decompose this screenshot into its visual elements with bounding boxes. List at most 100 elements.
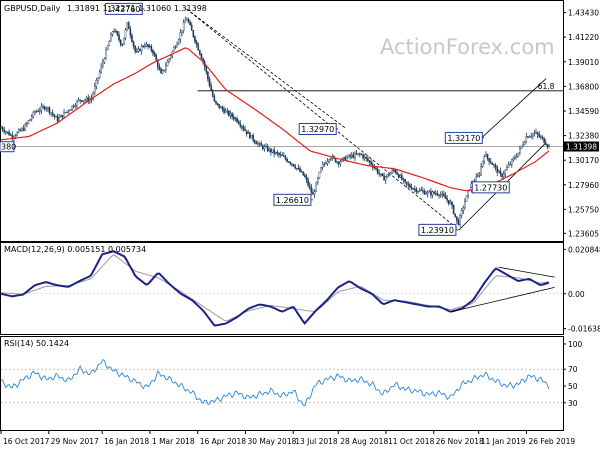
candle-body [494, 165, 497, 168]
candle-body [486, 154, 489, 159]
candle-body [224, 110, 227, 113]
candle-body [132, 41, 135, 47]
candle-body [119, 39, 122, 45]
candle-body [186, 19, 188, 21]
candle-body [118, 34, 120, 41]
price-title: GBPUSD,Daily 1.31891 1.32271 1.31060 1.3… [4, 4, 207, 13]
candle-body [263, 146, 266, 149]
candle-body [535, 132, 537, 134]
price-y-tick-label: 1.30170 [568, 156, 599, 165]
candle-body [241, 125, 243, 128]
macd-trendline [498, 266, 555, 278]
candle-body [165, 65, 167, 71]
candle-body [97, 77, 99, 81]
candle-body [307, 179, 309, 186]
candle-body [504, 169, 507, 175]
candle-body [47, 107, 49, 109]
candle-body [48, 107, 51, 114]
candle-body [510, 159, 513, 165]
candle-body [228, 110, 230, 116]
candle-body [102, 62, 104, 67]
candle-body [105, 49, 107, 60]
candle-body [95, 80, 98, 87]
candle-body [375, 167, 377, 170]
candle-body [531, 133, 534, 137]
candle-body [245, 130, 248, 135]
candle-body [192, 30, 195, 37]
candle-body [317, 177, 319, 183]
candle-body [352, 154, 355, 158]
candle-body [321, 164, 324, 168]
candle-body [342, 157, 345, 159]
candle-body [501, 173, 503, 178]
candle-body [236, 118, 238, 122]
candle-body [147, 44, 149, 47]
candle-body [106, 45, 109, 50]
candle-body [242, 126, 245, 130]
candle-body [415, 188, 418, 193]
price-y-tick-label: 1.34590 [568, 107, 599, 116]
candle-body [161, 70, 164, 74]
candle-body [483, 156, 486, 162]
candle-body [145, 44, 148, 47]
price-y-tick-label: 1.36800 [568, 82, 599, 91]
candle-body [300, 171, 303, 173]
candle-body [153, 52, 156, 56]
candle-body [244, 128, 246, 131]
candle-body [273, 149, 275, 154]
candle-body [431, 191, 434, 196]
channel-line [481, 78, 547, 139]
price-annotation-label: 1.43760 [107, 5, 140, 14]
candle-body [199, 49, 201, 55]
candle-body [528, 136, 531, 138]
watermark: ActionForex.com [380, 35, 555, 59]
candle-body [525, 136, 528, 143]
candle-body [40, 106, 43, 111]
candle-body [515, 156, 518, 158]
candle-body [391, 170, 393, 174]
candle-body [373, 166, 376, 169]
candle-body [426, 191, 429, 194]
candle-body [329, 158, 332, 160]
macd-signal-line [0, 254, 549, 322]
rsi-y-tick-label: 70 [568, 365, 578, 374]
candle-body [0, 127, 2, 129]
candle-body [271, 149, 274, 153]
candle-body [295, 167, 298, 169]
candle-body [444, 195, 447, 199]
candle-body [223, 109, 225, 113]
candle-body [124, 29, 127, 39]
candle-body [100, 65, 103, 73]
candle-body [291, 163, 293, 165]
candle-body [110, 34, 112, 42]
candle-body [190, 24, 193, 31]
candle-body [402, 179, 405, 181]
candle-body [189, 21, 191, 26]
candle-body [123, 37, 125, 45]
candle-body [129, 28, 132, 36]
candle-body [253, 140, 256, 143]
candle-body [405, 181, 408, 185]
candle-body [81, 100, 83, 102]
candle-body [451, 201, 453, 206]
candle-body [533, 132, 536, 135]
candle-body [460, 209, 463, 216]
candle-body [179, 32, 182, 40]
x-tick-label: 26 Nov 2018 [436, 437, 484, 446]
candle-body [208, 78, 211, 86]
candle-body [493, 164, 495, 166]
macd-y-tick-label: 0.00 [568, 290, 585, 299]
candle-body [26, 122, 28, 125]
candle-body [350, 154, 353, 157]
candle-body [255, 142, 258, 145]
candle-body [328, 159, 330, 162]
candle-body [517, 152, 520, 157]
candle-body [401, 175, 403, 180]
current-price-label: 1.31398 [566, 143, 597, 152]
candle-body [150, 46, 153, 51]
candle-body [160, 68, 162, 74]
candle-body [229, 113, 232, 116]
candle-body [383, 175, 385, 181]
x-tick-label: 30 May 2018 [247, 437, 296, 446]
candle-body [38, 110, 41, 112]
